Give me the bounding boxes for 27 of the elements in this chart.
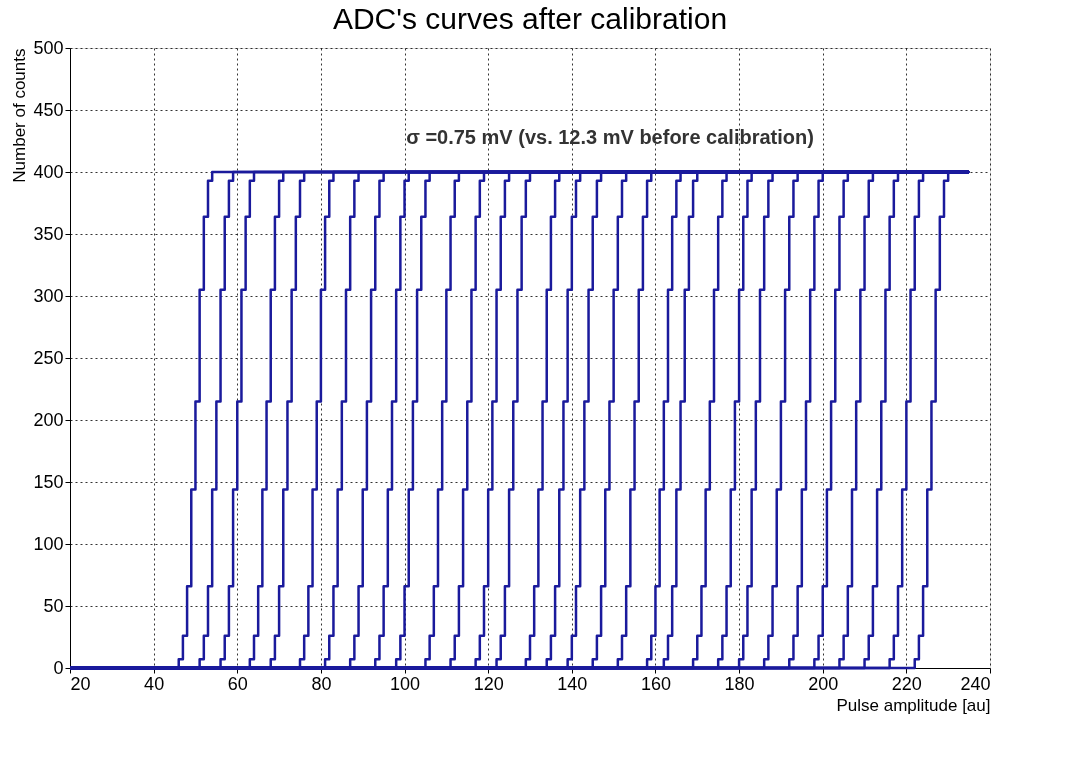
y-tick-label: 0 — [53, 657, 64, 678]
x-tick-label: 240 — [960, 673, 991, 694]
x-axis-title: Pulse amplitude [au] — [836, 695, 991, 715]
x-tick-label: 40 — [144, 673, 165, 694]
y-tick-label: 100 — [33, 533, 64, 554]
y-tick-label: 150 — [33, 471, 64, 492]
chart-title: ADC's curves after calibration — [332, 2, 728, 35]
x-tick-label: 60 — [227, 673, 248, 694]
x-tick-label: 80 — [311, 673, 332, 694]
y-tick-label: 350 — [33, 223, 64, 244]
x-tick-label: 200 — [808, 673, 839, 694]
y-tick-label: 250 — [33, 347, 64, 368]
x-tick-label: 140 — [557, 673, 588, 694]
y-tick-label: 400 — [33, 161, 64, 182]
y-tick-label: 50 — [43, 595, 64, 616]
y-tick-label: 500 — [33, 37, 64, 58]
x-tick-label: 160 — [640, 673, 671, 694]
y-tick-label: 300 — [33, 285, 64, 306]
annotation: σ =0.75 mV (vs. 12.3 mV before calibration) — [406, 126, 814, 148]
x-tick-label: 220 — [891, 673, 922, 694]
y-tick-label: 450 — [33, 99, 64, 120]
x-tick-label: 20 — [70, 673, 91, 694]
x-tick-label: 180 — [724, 673, 755, 694]
x-tick-label: 100 — [390, 673, 421, 694]
y-tick-label: 200 — [33, 409, 64, 430]
y-axis-title: Number of counts — [10, 48, 30, 183]
x-tick-label: 120 — [473, 673, 504, 694]
